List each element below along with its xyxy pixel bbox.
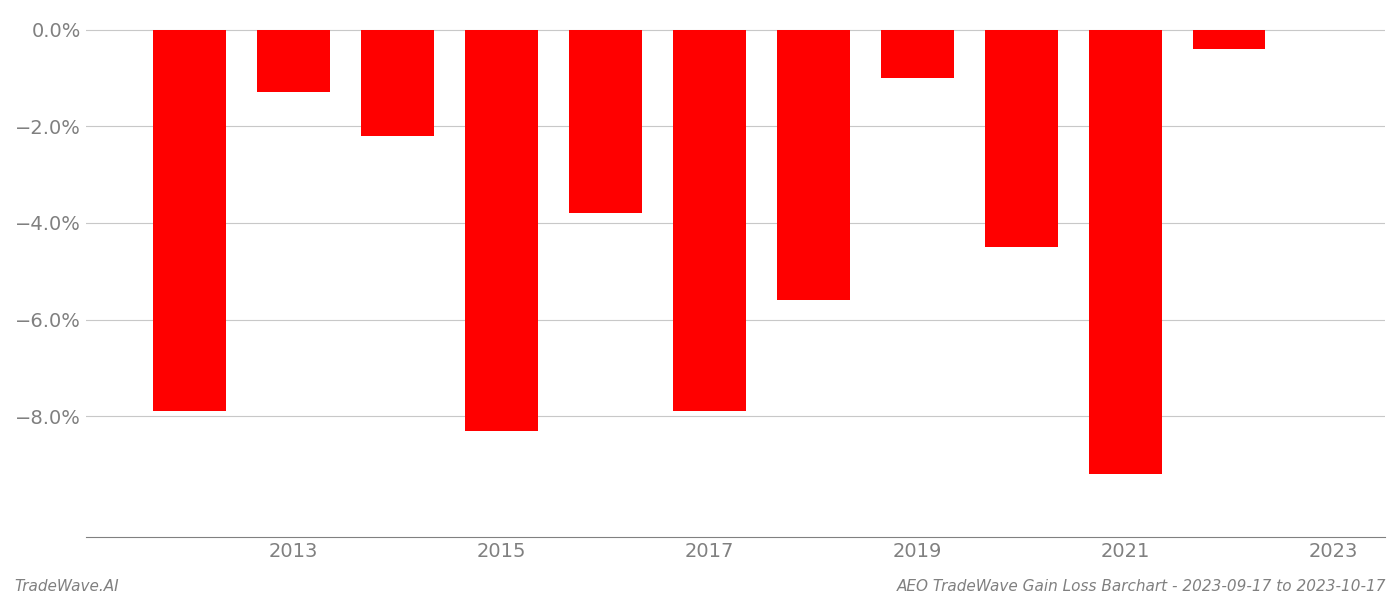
Text: AEO TradeWave Gain Loss Barchart - 2023-09-17 to 2023-10-17: AEO TradeWave Gain Loss Barchart - 2023-…: [896, 579, 1386, 594]
Bar: [153, 29, 225, 412]
Bar: [1089, 29, 1162, 474]
Bar: [465, 29, 538, 431]
Bar: [984, 29, 1057, 247]
Text: TradeWave.AI: TradeWave.AI: [14, 579, 119, 594]
Bar: [673, 29, 746, 412]
Bar: [361, 29, 434, 136]
Bar: [1193, 29, 1266, 49]
Bar: [568, 29, 641, 213]
Bar: [777, 29, 850, 300]
Bar: [881, 29, 953, 78]
Bar: [258, 29, 330, 92]
